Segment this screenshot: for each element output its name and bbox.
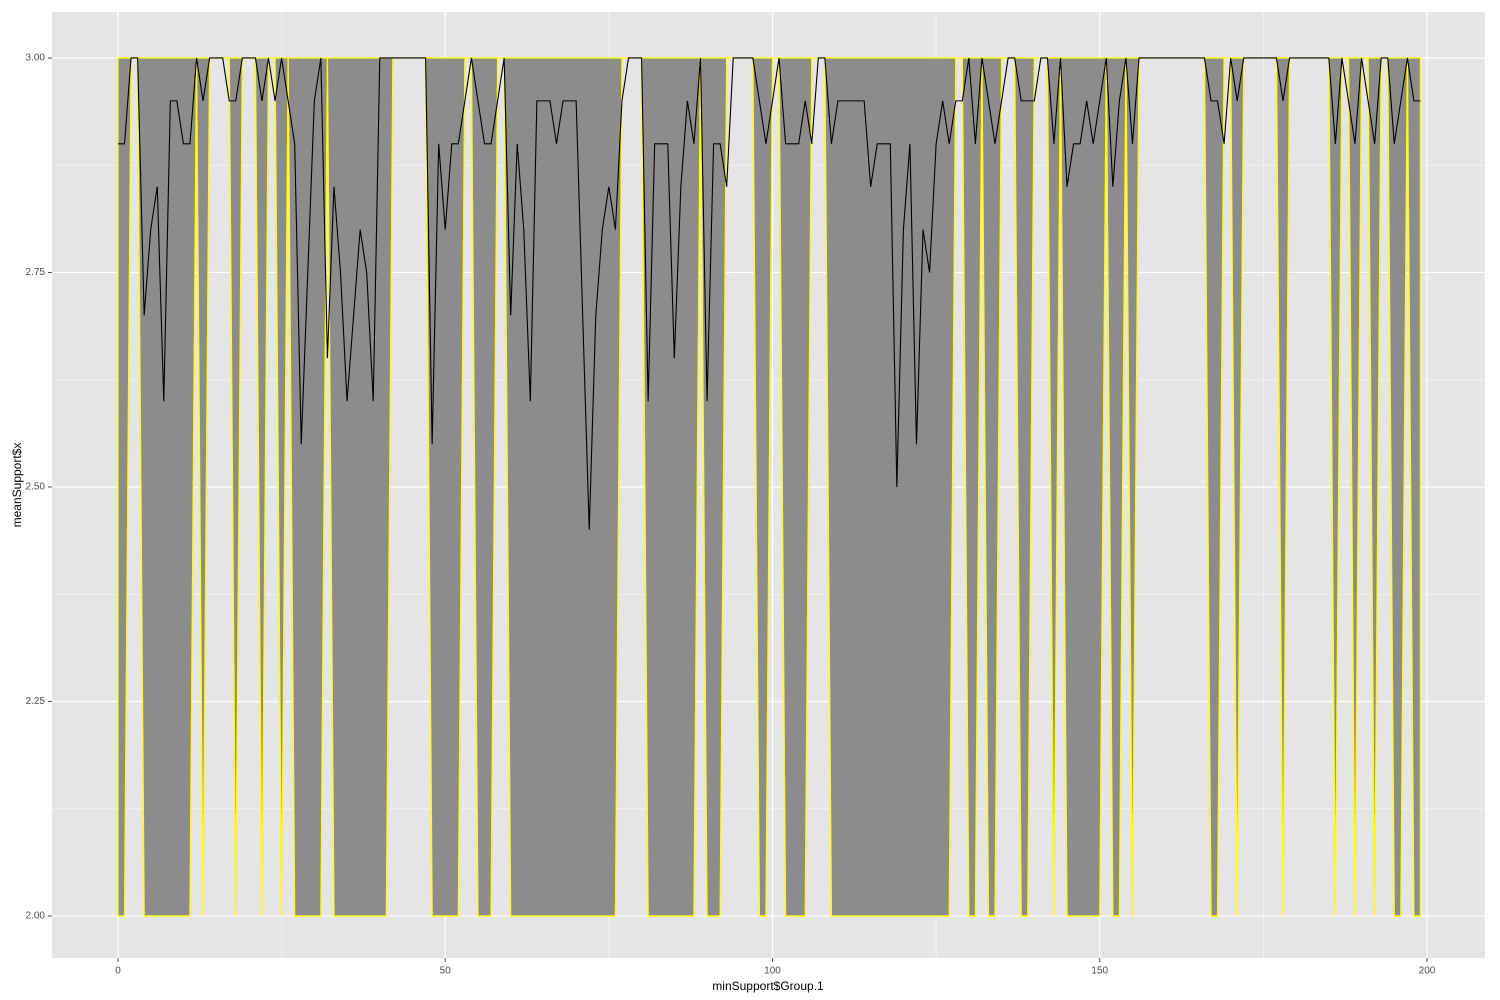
x-tick-label: 0	[115, 966, 121, 977]
y-tick-label: 3.00	[26, 53, 46, 64]
x-tick-label: 150	[1091, 966, 1108, 977]
x-tick-label: 200	[1419, 966, 1436, 977]
y-axis-title: meanSupport$x	[10, 443, 24, 528]
marks	[117, 57, 1422, 917]
y-tick-label: 2.25	[26, 696, 46, 707]
x-tick-label: 50	[440, 966, 452, 977]
y-tick-label: 2.50	[26, 482, 46, 493]
y-tick-label: 2.00	[26, 911, 46, 922]
line	[117, 57, 1421, 530]
ribbon	[117, 57, 1422, 917]
x-tick-label: 100	[764, 966, 781, 977]
axes: 2.00 2.25 2.50 2.75 3.00 0 50 100 150 200	[26, 53, 1436, 977]
x-axis-title: minSupport$Group.1	[712, 979, 824, 993]
y-tick-label: 2.75	[26, 267, 46, 278]
